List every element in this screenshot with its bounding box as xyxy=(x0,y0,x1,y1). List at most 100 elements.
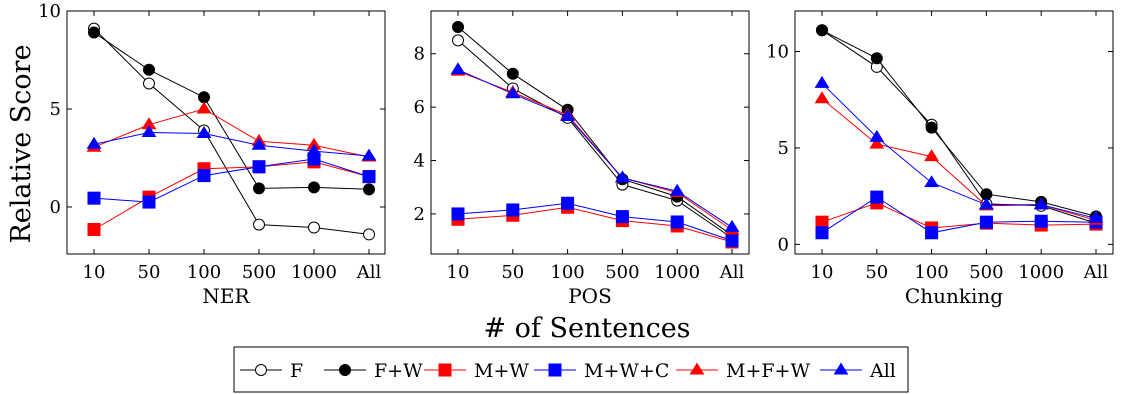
legend: F F+W M+W M+W+C M+F+W All xyxy=(233,346,909,393)
x-tick-label: 50 xyxy=(138,262,161,283)
series-f xyxy=(452,34,738,244)
data-point-all xyxy=(505,86,521,99)
data-point-m-plus-w-plus-c xyxy=(979,215,993,229)
data-point-f xyxy=(143,77,155,90)
data-point-f xyxy=(363,228,375,241)
series-line-m-plus-f-plus-w xyxy=(821,98,1097,221)
data-point-f-plus-w xyxy=(363,183,375,196)
x-tick-label: 50 xyxy=(865,262,888,283)
series-line-m-plus-w-plus-c xyxy=(457,202,733,242)
panel-label: NER xyxy=(202,284,250,308)
series-line-m-plus-w xyxy=(93,161,370,230)
series-m-plus-f-plus-w xyxy=(450,63,740,235)
data-point-all xyxy=(306,143,322,156)
series-line-f-plus-w xyxy=(457,26,733,236)
series-line-all xyxy=(821,82,1097,219)
x-axis-label: # of Sentences xyxy=(483,313,690,344)
series-all xyxy=(86,125,377,161)
data-point-m-plus-f-plus-w xyxy=(869,136,885,149)
y-tick-label: 10 xyxy=(38,1,61,22)
y-axis-label: Relative Score xyxy=(6,44,37,243)
data-point-all xyxy=(814,75,830,88)
data-point-m-plus-f-plus-w xyxy=(196,101,212,114)
legend-label: M+W+C xyxy=(584,360,669,382)
y-tick-label: 2 xyxy=(414,204,425,225)
data-point-all xyxy=(979,197,994,210)
x-tick-label: All xyxy=(356,262,382,283)
legend-swatch-marker xyxy=(689,362,705,375)
data-point-f-plus-w xyxy=(308,181,320,194)
x-tick-label: 50 xyxy=(501,262,524,283)
data-point-m-plus-w-plus-c xyxy=(142,195,156,209)
data-point-m-plus-w-plus-c xyxy=(451,207,465,221)
data-point-f xyxy=(308,221,320,234)
legend-swatch-marker xyxy=(438,363,452,377)
data-point-m-plus-w-plus-c xyxy=(615,210,629,224)
series-line-m-plus-w xyxy=(457,206,733,243)
data-point-f-plus-w xyxy=(925,121,938,134)
legend-entry-m-plus-f-plus-w: M+F+W xyxy=(676,360,810,382)
panel-ner: 0 5 10 10 50 100 500 1000 All NER xyxy=(38,1,386,308)
legend-entry-all: All xyxy=(820,360,896,382)
series-line-f xyxy=(821,29,1097,224)
panel-label: POS xyxy=(568,284,612,308)
x-tick-label: 10 xyxy=(83,262,106,283)
series-line-m-plus-w-plus-c xyxy=(93,158,370,203)
x-tick-label: 1000 xyxy=(654,262,700,283)
data-point-m-plus-w-plus-c xyxy=(252,160,266,174)
legend-swatch-marker xyxy=(548,363,562,377)
series-m-plus-w xyxy=(815,196,1103,235)
series-line-all xyxy=(93,131,370,157)
data-point-m-plus-w xyxy=(87,223,101,237)
series-m-plus-w xyxy=(87,155,376,237)
legend-label: F+W xyxy=(374,360,423,382)
data-point-all xyxy=(141,125,157,138)
x-tick-label: 500 xyxy=(605,262,639,283)
data-point-f-plus-w xyxy=(143,63,155,76)
data-point-m-plus-w-plus-c xyxy=(870,190,884,204)
data-point-f-plus-w xyxy=(198,91,210,104)
legend-entry-f: F xyxy=(240,360,303,382)
legend-frame xyxy=(233,346,909,393)
data-point-all xyxy=(1033,197,1049,210)
y-tick-label: 0 xyxy=(50,197,61,218)
series-line-m-plus-w-plus-c xyxy=(821,196,1097,234)
series-f-plus-w xyxy=(816,24,1102,223)
data-point-all xyxy=(669,183,685,196)
data-point-f-plus-w xyxy=(88,26,100,39)
legend-swatch-marker xyxy=(833,362,849,375)
panel-chunking: 0 5 10 10 50 100 500 1000 All Chunking xyxy=(766,10,1114,308)
series-f-plus-w xyxy=(88,26,375,196)
data-point-m-plus-w-plus-c xyxy=(506,203,520,217)
data-point-m-plus-w-plus-c xyxy=(197,169,211,183)
y-tick-label: 4 xyxy=(414,151,425,172)
data-point-m-plus-w-plus-c xyxy=(670,215,684,229)
legend-swatch-marker xyxy=(255,364,267,376)
x-tick-label: All xyxy=(719,262,745,283)
data-point-all xyxy=(196,126,212,139)
data-point-m-plus-w-plus-c xyxy=(725,234,739,248)
series-line-f-plus-w xyxy=(93,32,370,190)
data-point-f-plus-w xyxy=(452,21,464,34)
x-tick-label: 100 xyxy=(550,262,584,283)
data-point-all xyxy=(869,129,885,142)
plot-frame xyxy=(430,10,750,255)
data-point-m-plus-w-plus-c xyxy=(561,196,575,210)
legend-entry-m-plus-w-plus-c: M+W+C xyxy=(534,360,669,382)
data-point-all xyxy=(724,219,740,232)
series-f-plus-w xyxy=(452,21,738,242)
panel-pos: 2 4 6 8 10 50 100 500 1000 All POS xyxy=(414,10,750,308)
data-point-all xyxy=(450,62,466,75)
y-tick-label: 10 xyxy=(766,42,789,63)
data-point-all xyxy=(361,148,377,161)
legend-label: All xyxy=(869,360,896,382)
data-point-all xyxy=(924,175,939,188)
data-point-f-plus-w xyxy=(816,24,828,37)
series-line-f xyxy=(93,28,370,235)
data-point-all xyxy=(615,170,630,183)
data-point-m-plus-w-plus-c xyxy=(815,226,829,240)
y-tick-label: 5 xyxy=(778,138,789,159)
data-point-m-plus-w-plus-c xyxy=(1034,214,1048,228)
